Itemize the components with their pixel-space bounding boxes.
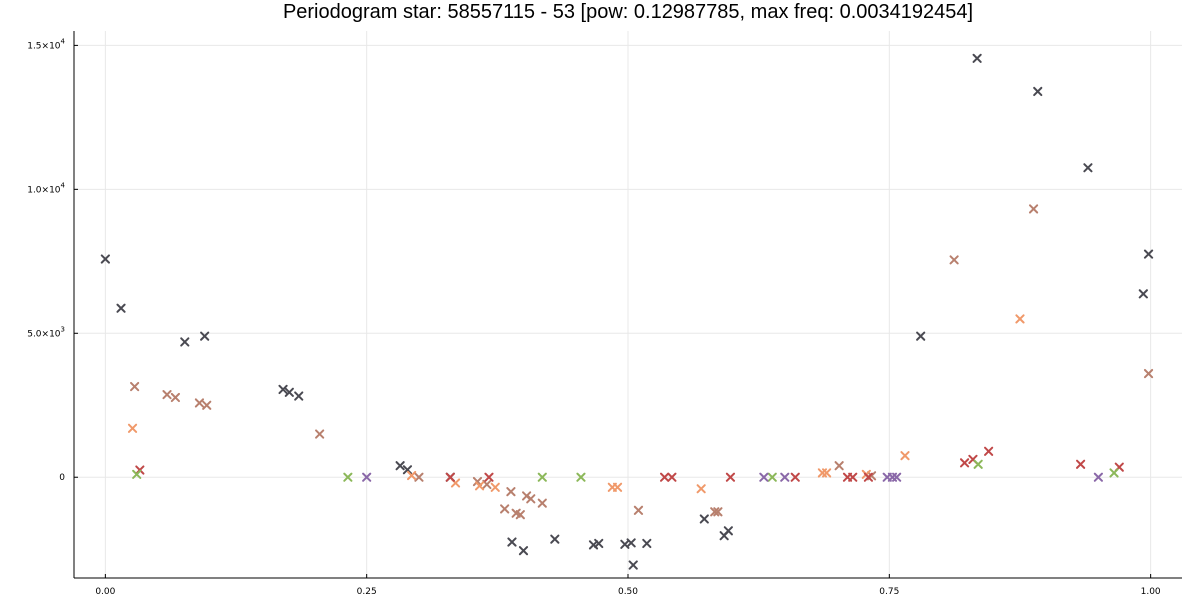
data-point-s0-22 (916, 331, 926, 341)
data-point-s1-7 (472, 476, 483, 487)
data-point-s5-0 (362, 472, 372, 482)
tick-labels: 0.00 0.25 0.50 0.75 1.00 0 5.0×103 1.0×104 1.5×1… (27, 37, 1161, 597)
data-point-s4-0 (132, 469, 142, 479)
data-point-s0-21 (723, 526, 733, 536)
data-point-s4-5 (973, 459, 983, 469)
data-point-s1-22 (1028, 204, 1039, 214)
data-point-s3-6 (790, 472, 800, 482)
data-point-s3-13 (1076, 459, 1086, 469)
y-tick-label-0: 0 (59, 473, 65, 483)
data-point-s0-4 (278, 384, 288, 395)
data-point-s0-17 (628, 560, 638, 570)
data-point-s3-9 (863, 472, 874, 482)
data-point-s2-11 (900, 451, 910, 461)
data-point-s5-1 (759, 472, 769, 482)
grid (74, 31, 1182, 578)
data-point-s3-10 (959, 458, 970, 468)
data-point-s2-6 (612, 482, 623, 492)
y-tick-label-3: 1.5×104 (27, 37, 65, 51)
data-point-s3-1 (445, 472, 455, 482)
data-point-s0-11 (518, 546, 529, 556)
data-point-s0-6 (294, 391, 304, 401)
data-point-s0-24 (1033, 86, 1043, 97)
data-point-s5-5 (892, 472, 902, 482)
data-points (100, 53, 1154, 570)
data-point-s3-12 (984, 446, 994, 456)
data-point-s0-10 (507, 537, 517, 547)
data-point-s2-12 (1015, 314, 1025, 324)
data-point-s1-10 (506, 487, 516, 497)
x-tick-label-0: 0.00 (95, 587, 115, 597)
axes (73, 31, 1182, 579)
x-tick-label-1: 0.25 (357, 587, 377, 597)
data-point-s1-6 (414, 472, 424, 482)
data-point-s0-7 (395, 461, 405, 471)
data-point-s5-2 (780, 472, 790, 482)
data-point-s0-5 (284, 387, 294, 397)
data-point-s1-4 (202, 400, 212, 410)
data-point-s0-2 (180, 337, 190, 347)
data-point-s0-8 (402, 465, 413, 475)
data-point-s2-0 (127, 423, 138, 433)
data-point-s0-12 (550, 534, 560, 544)
data-point-s1-19 (834, 461, 844, 471)
data-point-s3-5 (725, 472, 736, 482)
x-tick-label-2: 0.50 (618, 587, 638, 597)
data-point-s1-17 (710, 507, 720, 517)
data-point-s1-14 (526, 494, 536, 504)
data-point-s5-6 (1093, 472, 1103, 482)
data-point-s0-0 (100, 254, 110, 264)
x-tick-label-4: 1.00 (1141, 587, 1161, 597)
data-point-s0-3 (200, 331, 210, 341)
data-point-s2-4 (490, 482, 500, 492)
data-point-s3-8 (848, 472, 858, 482)
data-point-s2-1 (407, 470, 417, 481)
data-point-s1-8 (482, 479, 492, 490)
data-point-s0-27 (1143, 249, 1154, 259)
data-point-s0-14 (594, 538, 604, 549)
data-point-s4-4 (767, 472, 777, 482)
data-point-s2-7 (696, 484, 706, 494)
x-tick-label-3: 0.75 (879, 587, 899, 597)
data-point-s0-19 (699, 514, 709, 524)
data-point-s1-18 (713, 507, 723, 517)
data-point-s3-4 (667, 472, 677, 482)
data-point-s4-6 (1109, 468, 1119, 478)
data-point-s0-18 (642, 538, 652, 549)
y-tick-label-1: 5.0×103 (27, 325, 65, 339)
data-point-s0-1 (116, 303, 126, 313)
data-point-s1-5 (315, 429, 325, 439)
data-point-s1-15 (537, 498, 547, 508)
data-point-s1-2 (170, 392, 180, 403)
data-point-s3-3 (659, 472, 670, 482)
data-point-s4-2 (537, 472, 547, 482)
y-tick-label-2: 1.0×104 (27, 181, 65, 195)
data-point-s4-1 (343, 472, 353, 482)
data-point-s0-25 (1083, 163, 1093, 173)
data-point-s1-1 (162, 390, 172, 400)
data-point-s1-12 (515, 510, 525, 520)
data-point-s0-26 (1138, 289, 1148, 299)
data-point-s2-9 (822, 468, 832, 478)
data-point-s1-23 (1143, 368, 1154, 379)
data-point-s2-3 (474, 481, 485, 491)
data-point-s1-16 (633, 505, 644, 515)
data-point-s1-21 (949, 255, 959, 265)
data-point-s4-3 (576, 472, 586, 482)
data-point-s1-0 (130, 381, 140, 392)
data-point-s3-2 (484, 472, 494, 482)
data-point-s0-23 (972, 53, 982, 63)
data-point-s1-3 (194, 398, 205, 408)
data-point-s1-9 (500, 504, 510, 514)
chart-title: Periodogram star: 58557115 - 53 [pow: 0.… (283, 1, 973, 23)
data-point-s0-16 (626, 538, 636, 548)
